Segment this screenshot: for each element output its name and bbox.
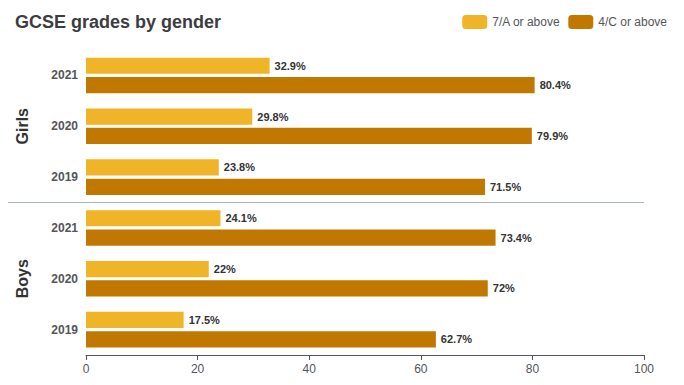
svg-text:7/A or above: 7/A or above (492, 15, 560, 29)
svg-text:80.4%: 80.4% (540, 79, 571, 91)
svg-text:22%: 22% (214, 263, 236, 275)
svg-text:32.9%: 32.9% (275, 60, 306, 72)
svg-text:4/C or above: 4/C or above (598, 15, 667, 29)
svg-text:29.8%: 29.8% (257, 111, 288, 123)
svg-text:Girls: Girls (14, 108, 31, 145)
svg-text:2019: 2019 (51, 323, 78, 337)
svg-text:Boys: Boys (14, 259, 31, 298)
svg-text:24.1%: 24.1% (225, 212, 256, 224)
svg-text:40: 40 (303, 362, 317, 376)
svg-text:79.9%: 79.9% (537, 130, 568, 142)
svg-text:0: 0 (83, 362, 90, 376)
svg-text:23.8%: 23.8% (224, 161, 255, 173)
svg-text:GCSE grades by gender: GCSE grades by gender (15, 12, 221, 32)
svg-text:2021: 2021 (51, 221, 78, 235)
svg-text:2021: 2021 (51, 68, 78, 82)
svg-text:2020: 2020 (51, 272, 78, 286)
svg-text:60: 60 (414, 362, 428, 376)
svg-text:2019: 2019 (51, 170, 78, 184)
svg-text:80: 80 (526, 362, 540, 376)
svg-text:17.5%: 17.5% (189, 314, 220, 326)
svg-text:71.5%: 71.5% (490, 181, 521, 193)
svg-text:62.7%: 62.7% (441, 333, 472, 345)
svg-text:73.4%: 73.4% (501, 232, 532, 244)
svg-text:72%: 72% (493, 282, 515, 294)
svg-text:100: 100 (634, 362, 654, 376)
svg-text:2020: 2020 (51, 119, 78, 133)
svg-text:20: 20 (191, 362, 205, 376)
